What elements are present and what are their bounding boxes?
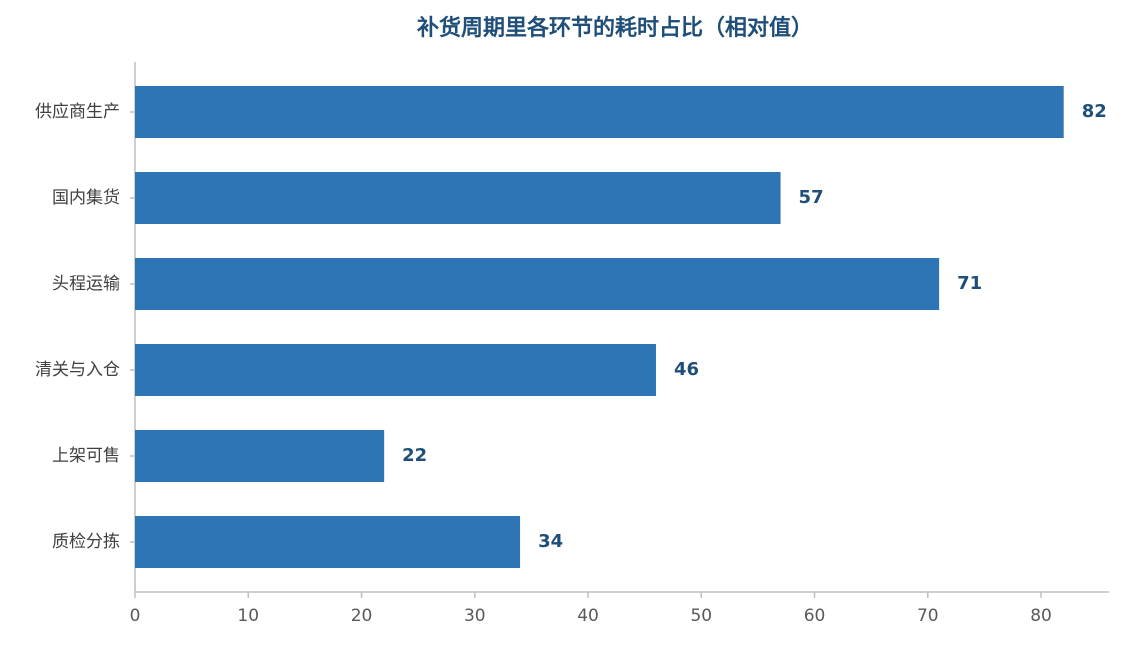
- value-label: 46: [674, 359, 699, 380]
- value-label: 71: [957, 273, 982, 294]
- x-tick-label: 0: [130, 606, 141, 626]
- bar: [135, 258, 940, 310]
- x-tick-label: 30: [464, 606, 486, 626]
- y-tick-label: 国内集货: [52, 188, 120, 208]
- x-tick-label: 20: [351, 606, 373, 626]
- y-tick-label: 头程运输: [52, 274, 120, 294]
- x-tick-label: 70: [917, 606, 939, 626]
- value-label: 34: [538, 531, 563, 552]
- chart-title: 补货周期里各环节的耗时占比（相对值）: [416, 15, 813, 41]
- x-tick-label: 50: [690, 606, 712, 626]
- value-label: 57: [799, 187, 824, 208]
- y-tick-label: 上架可售: [52, 446, 120, 466]
- bar: [135, 430, 385, 482]
- y-tick-label: 质检分拣: [52, 532, 120, 552]
- value-label: 22: [402, 445, 427, 466]
- bar: [135, 516, 521, 568]
- y-tick-label: 供应商生产: [35, 102, 120, 122]
- x-tick-label: 60: [804, 606, 826, 626]
- x-tick-label: 10: [237, 606, 259, 626]
- bar: [135, 344, 656, 396]
- value-label: 82: [1082, 101, 1107, 122]
- x-tick-label: 80: [1030, 606, 1052, 626]
- y-tick-label: 清关与入仓: [35, 360, 120, 380]
- bar: [135, 172, 781, 224]
- bar: [135, 86, 1064, 138]
- x-tick-label: 40: [577, 606, 599, 626]
